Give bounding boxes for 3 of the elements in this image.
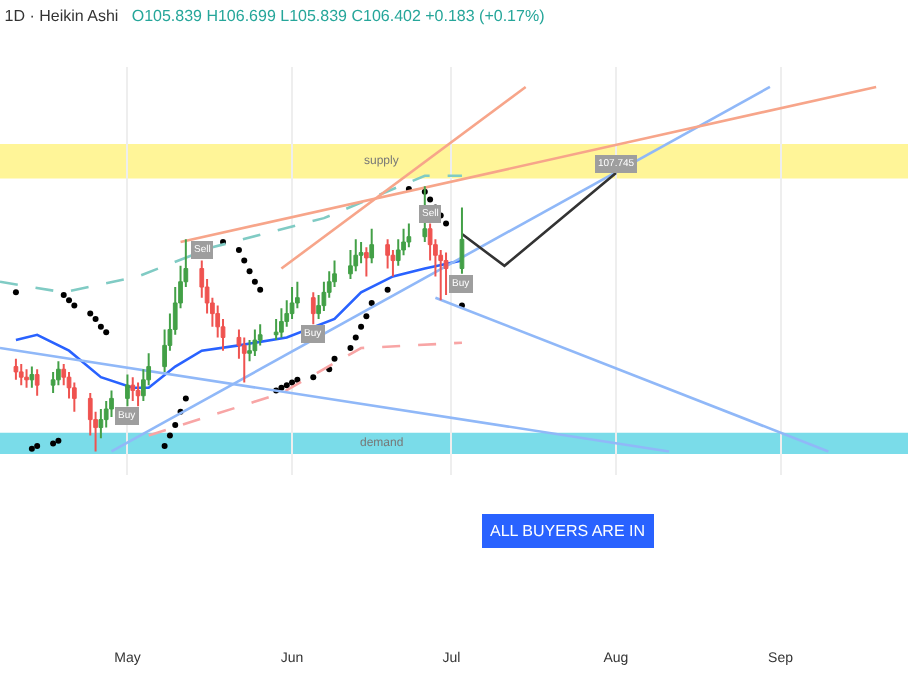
chart-subtitle: O105.839 H106.699 L105.839 C106.402 +0.183 (+0.17%): [131, 7, 546, 26]
text: ALL BUYERS ARE IN: [490, 522, 646, 540]
chart-title: 1D · Heikin Ashi: [4, 7, 119, 26]
